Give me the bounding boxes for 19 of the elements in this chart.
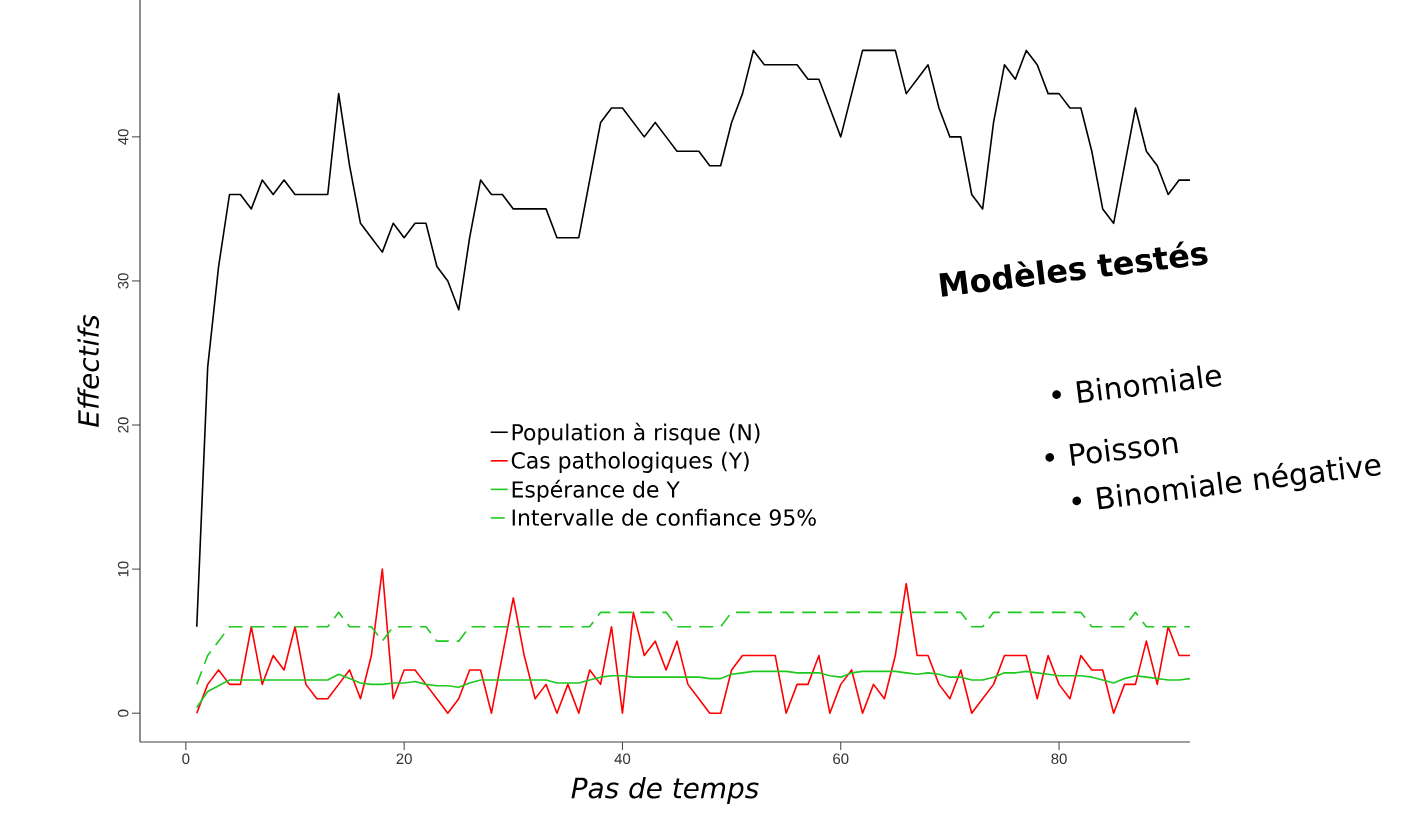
y-tick-label: 30 bbox=[117, 273, 129, 289]
x-tick-label: 20 bbox=[396, 753, 412, 765]
y-tick-label: 40 bbox=[117, 129, 129, 145]
annotation: • Poisson bbox=[1045, 436, 1178, 466]
annotation: Modèles testés bbox=[939, 241, 1208, 297]
annotation: • Binomiale bbox=[1052, 365, 1222, 404]
legend-label: Intervalle de confiance 95% bbox=[512, 508, 816, 526]
y-tick-label: 20 bbox=[117, 417, 129, 433]
x-tick-label: 60 bbox=[833, 753, 849, 765]
y-axis-title: Effectifs bbox=[77, 314, 100, 427]
x-tick-label: 40 bbox=[614, 753, 631, 765]
x-axis-title: Pas de temps bbox=[571, 776, 759, 804]
legend-label: Cas pathologiques (Y) bbox=[511, 451, 749, 473]
legend-label: Population à risque (N) bbox=[512, 422, 760, 445]
legend-label: Espérance de Y bbox=[512, 479, 680, 502]
x-tick-label: 0 bbox=[182, 753, 190, 765]
y-tick-label: 10 bbox=[117, 561, 129, 577]
y-tick-label: 0 bbox=[117, 709, 129, 717]
x-tick-label: 80 bbox=[1051, 753, 1067, 765]
